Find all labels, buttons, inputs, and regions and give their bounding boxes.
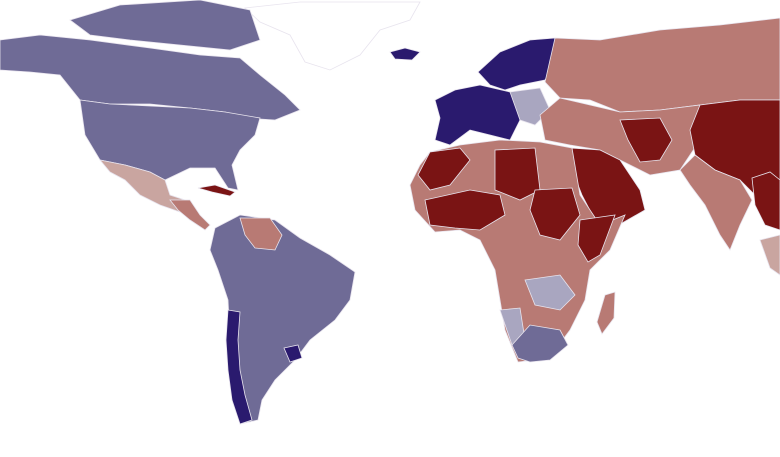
sudan [529,187,581,241]
china [689,99,780,201]
madagascar [596,291,616,335]
central-america [169,199,211,231]
india [679,154,753,251]
indonesia [759,234,780,276]
central-africa [524,274,576,311]
iceland [389,47,421,61]
south-africa [511,324,569,363]
greenland [244,1,421,71]
southeast-asia [751,171,780,231]
morocco-algeria [417,147,471,191]
venezuela [239,217,283,251]
afghanistan [619,117,673,163]
somalia [577,214,616,263]
cuba [197,184,236,197]
sahel [424,189,506,231]
libya [494,147,541,201]
chile [225,309,253,425]
south-america [209,214,356,425]
arctic-islands [69,0,261,51]
uruguay [283,344,303,363]
